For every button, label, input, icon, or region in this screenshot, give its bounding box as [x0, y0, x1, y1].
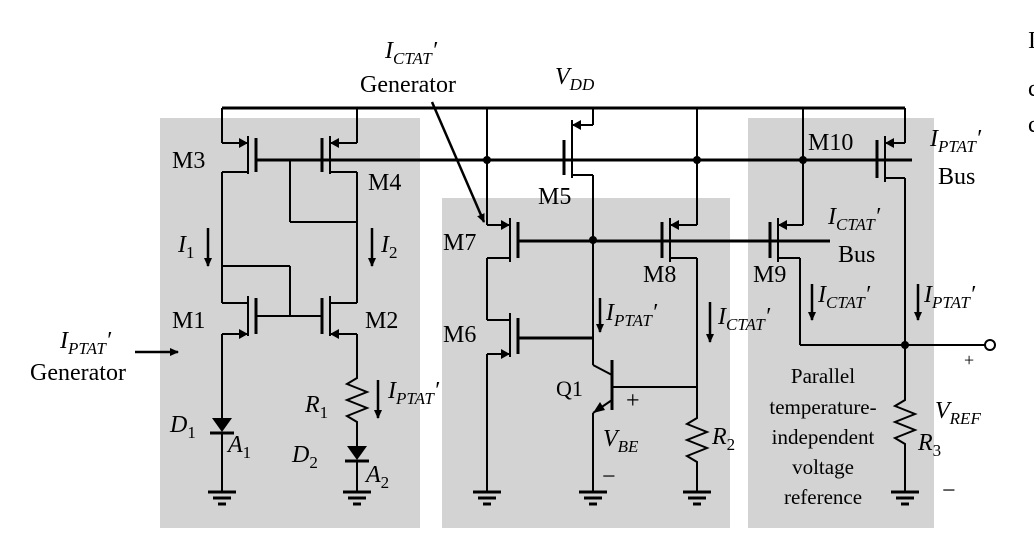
a2-label: A2 — [364, 462, 389, 492]
ictat-m8-label: ICTAT′ — [717, 304, 771, 334]
q1-label: Q1 — [556, 376, 583, 401]
junction-dots — [483, 156, 909, 349]
vbe-plus: + — [626, 388, 640, 414]
m5-label: M5 — [538, 184, 571, 210]
parallel-line-1: Parallel — [791, 364, 855, 388]
m7-label: M7 — [443, 230, 476, 256]
cut-text-3: c — [1028, 112, 1034, 138]
vref-minus: − — [942, 478, 956, 504]
d1-label: D1 — [169, 412, 196, 442]
m6-label: M6 — [443, 322, 476, 348]
i2-label: I2 — [380, 232, 398, 262]
r2-label: R2 — [711, 424, 735, 454]
m8-label: M8 — [643, 262, 676, 288]
vbe-label: VBE — [603, 426, 639, 456]
current-arrows — [135, 101, 922, 419]
iptat-generator-text: Generator — [30, 360, 126, 386]
ictat-generator-label: ICTAT′ — [384, 38, 438, 68]
ictat-generator-block — [442, 198, 730, 528]
r3-label: R3 — [917, 430, 941, 460]
reference-block — [748, 118, 934, 528]
vbe-minus: − — [602, 464, 616, 490]
m2-label: M2 — [365, 308, 398, 334]
iptat-m10-label: IPTAT′ — [923, 282, 976, 312]
iptat-m5-label: IPTAT′ — [605, 300, 658, 330]
vref-plus: + — [964, 350, 974, 370]
r1-label: R1 — [304, 392, 328, 422]
iptat-bus-label: IPTAT′ — [929, 126, 982, 156]
transistor-arrows — [239, 120, 894, 413]
diode-d2 — [345, 440, 369, 463]
cut-text-2: c — [1028, 76, 1034, 102]
m3-label: M3 — [172, 148, 205, 174]
labels: ICTAT′ Generator VDD M3 M4 M1 M2 M5 M7 M… — [30, 28, 1034, 509]
m1-label: M1 — [172, 308, 205, 334]
ictat-generator-text: Generator — [360, 72, 456, 98]
iptat-bus-text: Bus — [938, 164, 975, 190]
m4-label: M4 — [368, 170, 401, 196]
vref-label: VREF — [935, 398, 981, 428]
iptat-generator-label: IPTAT′ — [59, 328, 112, 358]
parallel-line-4: voltage — [792, 455, 854, 479]
ground-symbols — [208, 490, 919, 506]
ictat-bus-text: Bus — [838, 242, 875, 268]
parallel-line-2: temperature- — [769, 395, 876, 419]
parallel-line-3: independent — [772, 425, 875, 449]
parallel-line-5: reference — [784, 485, 862, 509]
d2-label: D2 — [291, 442, 318, 472]
cut-text-1: I — [1028, 28, 1034, 54]
ictat-m9-label: ICTAT′ — [817, 282, 871, 312]
i1-label: I1 — [177, 232, 195, 262]
a1-label: A1 — [226, 432, 251, 462]
vdd-label: VDD — [555, 64, 595, 94]
iptat-r1-label: IPTAT′ — [387, 378, 440, 408]
m10-label: M10 — [808, 130, 853, 156]
m9-label: M9 — [753, 262, 786, 288]
diode-d1 — [210, 418, 234, 448]
ictat-bus-label: ICTAT′ — [827, 204, 881, 234]
vref-terminal — [984, 339, 996, 351]
